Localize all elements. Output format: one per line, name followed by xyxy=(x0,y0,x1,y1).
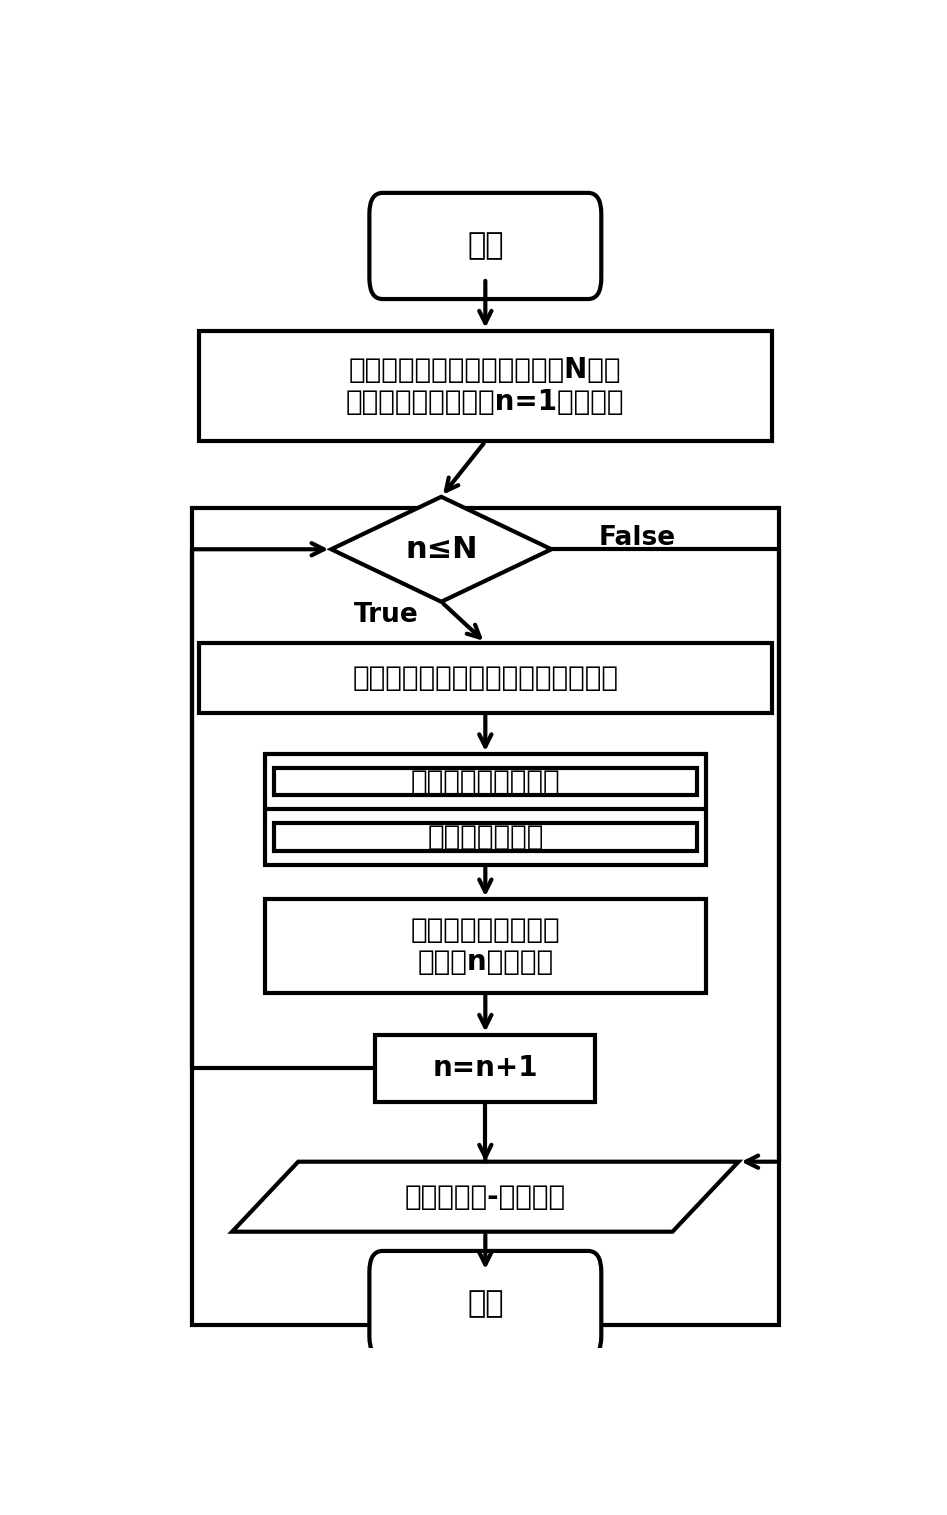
Bar xyxy=(199,642,772,712)
Text: 根据受力平衡，计算
测量点n的液动力: 根据受力平衡，计算 测量点n的液动力 xyxy=(411,915,560,976)
Text: n=n+1: n=n+1 xyxy=(433,1054,538,1082)
Bar xyxy=(265,900,706,992)
Text: 计算电磁铁推或拉力: 计算电磁铁推或拉力 xyxy=(411,768,560,795)
Polygon shape xyxy=(331,497,551,601)
Text: 计算偏置弹簧力: 计算偏置弹簧力 xyxy=(427,823,544,851)
Bar xyxy=(274,823,697,851)
Text: 获取阀芯位置信号及电磁铁电流信号: 获取阀芯位置信号及电磁铁电流信号 xyxy=(352,664,618,691)
Polygon shape xyxy=(232,1162,739,1232)
Bar xyxy=(192,509,779,1326)
Text: False: False xyxy=(599,524,676,550)
Bar xyxy=(199,330,772,441)
Text: n≤N: n≤N xyxy=(405,535,477,564)
Bar xyxy=(265,754,706,865)
Bar xyxy=(375,1035,596,1103)
Text: 结束: 结束 xyxy=(467,1289,504,1318)
Text: 调定阀口压力，阀芯位置分为N个等
距点并使阀芯稳定在n=1的待测点: 调定阀口压力，阀芯位置分为N个等 距点并使阀芯稳定在n=1的待测点 xyxy=(346,356,625,417)
Text: True: True xyxy=(354,601,419,627)
Text: 阀芯液动力-位置曲线: 阀芯液动力-位置曲线 xyxy=(404,1183,566,1210)
FancyBboxPatch shape xyxy=(369,192,601,298)
FancyBboxPatch shape xyxy=(369,1251,601,1357)
Text: 开始: 开始 xyxy=(467,232,504,261)
Bar xyxy=(274,768,697,795)
